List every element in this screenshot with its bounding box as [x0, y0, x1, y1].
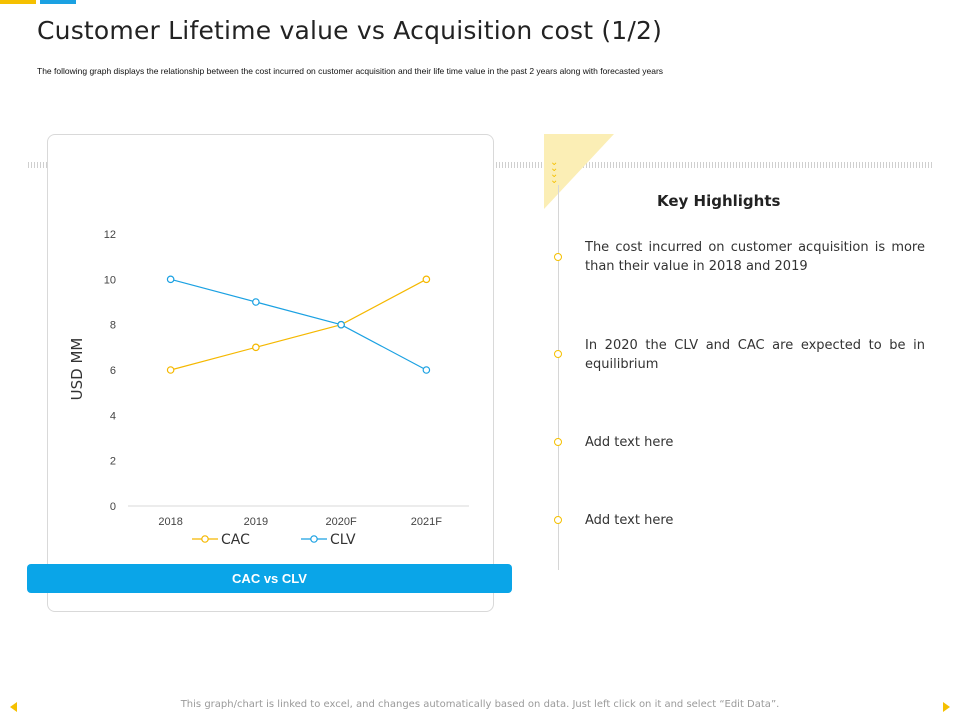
legend-marker-clv	[310, 535, 318, 543]
data-point-clv	[337, 320, 345, 329]
legend-marker-cac	[201, 535, 209, 543]
key-highlights-title: Key Highlights	[657, 192, 781, 210]
page-subtitle: The following graph displays the relatio…	[37, 66, 664, 76]
data-point-clv	[166, 275, 175, 284]
data-point-clv	[252, 298, 260, 306]
timeline-dot	[554, 438, 562, 446]
data-point-cac	[166, 366, 175, 374]
x-tick-label: 2019	[244, 516, 268, 528]
y-tick-label: 10	[104, 274, 116, 286]
y-tick-label: 2	[110, 456, 116, 468]
next-slide-icon[interactable]	[943, 702, 950, 712]
legend-label-cac: CAC	[221, 532, 250, 548]
y-tick-label: 6	[110, 365, 116, 377]
y-tick-label: 0	[110, 501, 116, 513]
timeline-dot	[554, 350, 562, 358]
timeline-line	[558, 185, 559, 570]
chart-card: 0 2 4 6 8 10 12 2018 2019 2020F 2021F USD MM CAC CLV	[47, 134, 494, 612]
footer-note: This graph/chart is linked to excel, and…	[180, 699, 780, 710]
data-point-cac	[422, 275, 431, 284]
chart-caption-bar: CAC vs CLV	[27, 564, 512, 593]
line-chart[interactable]: 0 2 4 6 8 10 12 2018 2019 2020F 2021F USD MM CAC CLV	[48, 135, 493, 611]
previous-slide-icon[interactable]	[10, 702, 17, 712]
timeline-dot	[554, 253, 562, 261]
y-tick-label: 12	[104, 229, 116, 241]
highlight-item: Add text here	[585, 435, 674, 450]
legend-label-clv: CLV	[330, 532, 356, 548]
series-line-cac	[170, 278, 427, 371]
x-tick-label: 2021F	[411, 516, 442, 528]
chevron-down-icon: ⌄ ⌄ ⌄ ⌄	[550, 157, 559, 186]
highlight-item: In 2020 the CLV and CAC are expected to …	[585, 338, 925, 372]
data-point-clv	[422, 366, 431, 374]
top-accent-blue	[40, 0, 76, 4]
y-tick-label: 8	[110, 320, 116, 332]
timeline-dot	[554, 516, 562, 524]
x-tick-label: 2020F	[326, 516, 357, 528]
page-title: Customer Lifetime value vs Acquisition c…	[37, 16, 663, 45]
highlight-item: Add text here	[585, 513, 674, 528]
highlight-item: The cost incurred on customer acquisitio…	[585, 240, 925, 274]
y-tick-label: 4	[110, 410, 116, 422]
x-tick-label: 2018	[158, 516, 182, 528]
top-accent-yellow	[0, 0, 36, 4]
y-axis-label: USD MM	[68, 338, 86, 401]
data-point-cac	[252, 343, 260, 352]
series-line-clv	[170, 278, 427, 371]
triangle-decoration	[544, 134, 614, 209]
